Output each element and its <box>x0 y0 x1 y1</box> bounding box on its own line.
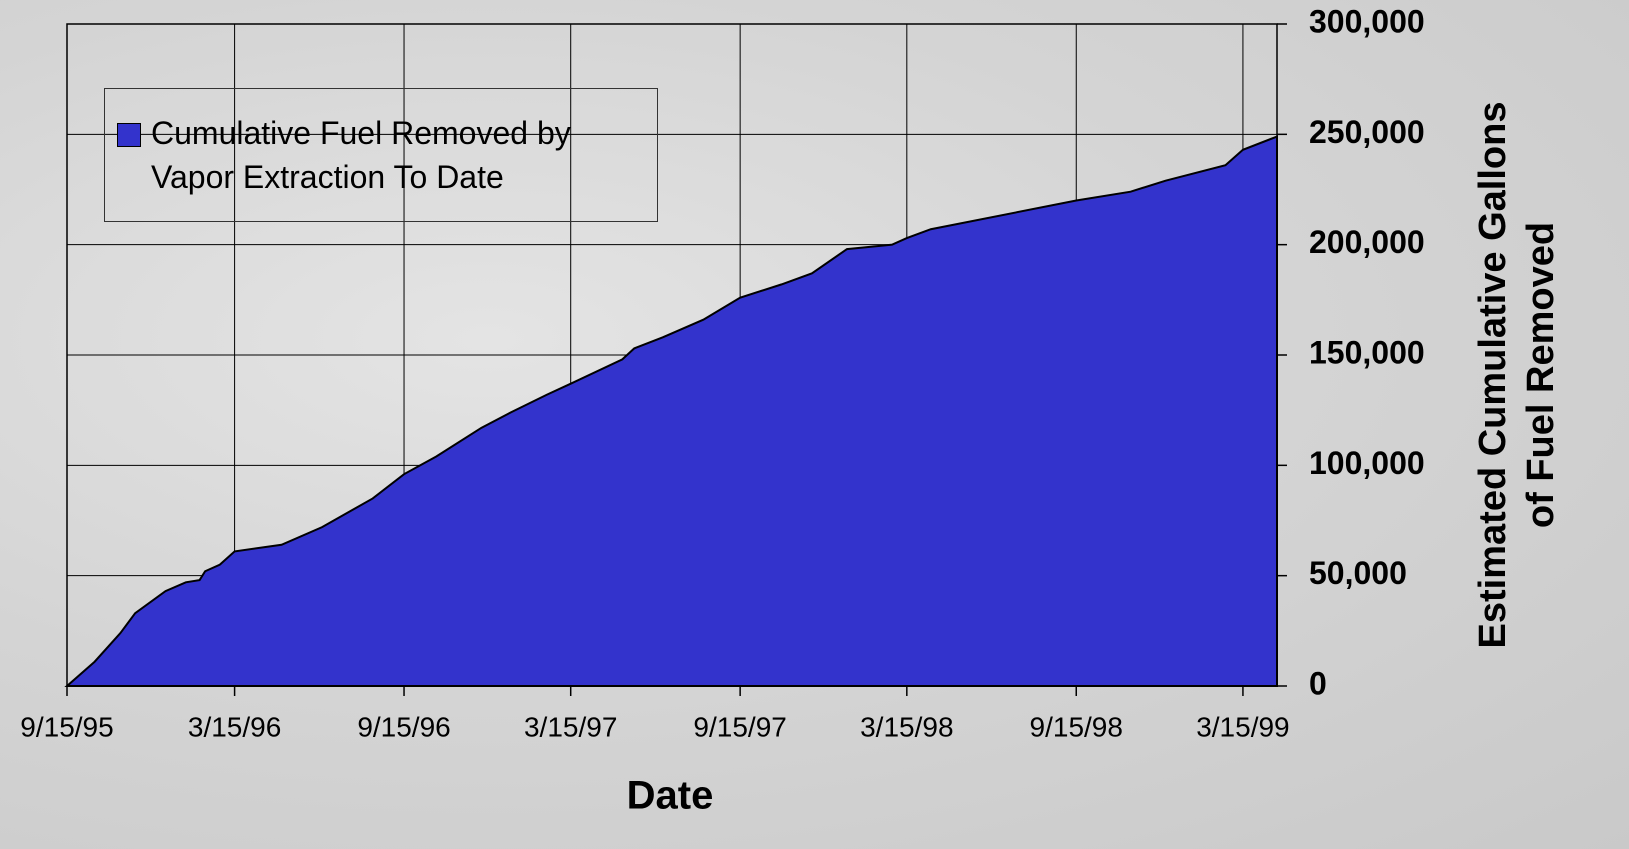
x-tick-label: 3/15/96 <box>188 711 281 742</box>
x-tick-label: 3/15/99 <box>1196 711 1289 742</box>
y-tick-label: 100,000 <box>1309 445 1425 481</box>
legend-label: Cumulative Fuel Removed by Vapor Extract… <box>151 115 571 195</box>
y-tick-label: 0 <box>1309 665 1327 701</box>
y-axis-title: Estimated Cumulative Gallons <box>1472 102 1514 649</box>
x-tick-label: 3/15/97 <box>524 711 617 742</box>
x-tick-label: 9/15/95 <box>20 711 113 742</box>
y-tick-label: 250,000 <box>1309 114 1425 150</box>
y-axis-title: of Fuel Removed <box>1520 222 1562 528</box>
area <box>64 135 1278 687</box>
legend: Cumulative Fuel Removed by Vapor Extract… <box>104 88 658 222</box>
y-tick-label: 200,000 <box>1309 224 1425 260</box>
x-axis-title: Date <box>627 774 714 818</box>
y-tick-label: 50,000 <box>1309 555 1407 591</box>
x-tick-label: 9/15/98 <box>1030 711 1123 742</box>
plot-border <box>66 23 1278 687</box>
y-tick-label: 150,000 <box>1309 334 1425 370</box>
x-tick-label: 9/15/97 <box>693 711 786 742</box>
y-tick-label: 300,000 <box>1309 3 1425 39</box>
x-tick-label: 3/15/98 <box>860 711 953 742</box>
x-tick-label: 9/15/96 <box>357 711 450 742</box>
legend-swatch <box>117 123 141 147</box>
